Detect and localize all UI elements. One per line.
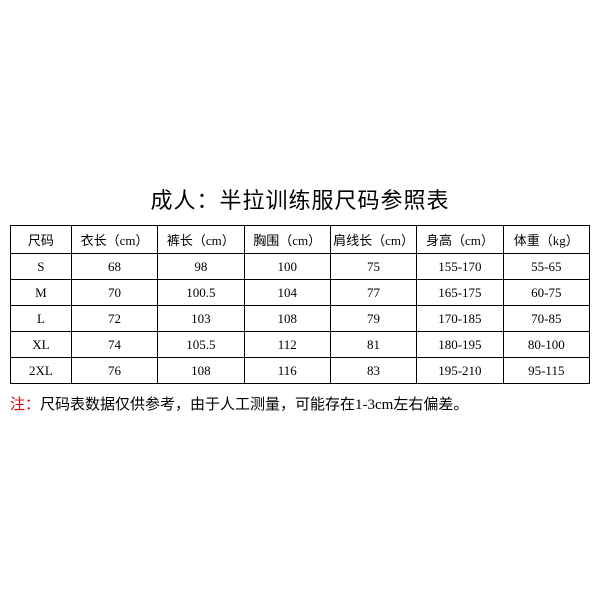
table-row: L 72 103 108 79 170-185 70-85 [11,306,590,332]
cell: L [11,306,72,332]
header-cell: 裤长（cm） [158,226,244,254]
cell: 79 [330,306,416,332]
cell: 68 [71,254,157,280]
size-chart-container: 成人：半拉训练服尺码参照表 尺码 衣长（cm） 裤长（cm） 胸围（cm） 肩线… [10,183,590,417]
table-row: M 70 100.5 104 77 165-175 60-75 [11,280,590,306]
cell: 83 [330,358,416,384]
cell: S [11,254,72,280]
cell: 74 [71,332,157,358]
header-cell: 身高（cm） [417,226,503,254]
cell: 180-195 [417,332,503,358]
cell: M [11,280,72,306]
cell: 80-100 [503,332,589,358]
cell: 103 [158,306,244,332]
cell: 70 [71,280,157,306]
cell: 170-185 [417,306,503,332]
header-row: 尺码 衣长（cm） 裤长（cm） 胸围（cm） 肩线长（cm） 身高（cm） 体… [11,226,590,254]
cell: 81 [330,332,416,358]
cell: 77 [330,280,416,306]
cell: 76 [71,358,157,384]
table-row: 2XL 76 108 116 83 195-210 95-115 [11,358,590,384]
header-cell: 尺码 [11,226,72,254]
footnote-label: 注： [10,397,40,413]
cell: 108 [244,306,330,332]
cell: 116 [244,358,330,384]
cell: 165-175 [417,280,503,306]
size-table: 尺码 衣长（cm） 裤长（cm） 胸围（cm） 肩线长（cm） 身高（cm） 体… [10,225,590,384]
cell: 112 [244,332,330,358]
cell: 108 [158,358,244,384]
cell: 100 [244,254,330,280]
cell: 70-85 [503,306,589,332]
cell: 95-115 [503,358,589,384]
cell: 60-75 [503,280,589,306]
footnote: 注：尺码表数据仅供参考，由于人工测量，可能存在1-3cm左右偏差。 [10,394,590,417]
cell: 155-170 [417,254,503,280]
cell: XL [11,332,72,358]
header-cell: 肩线长（cm） [330,226,416,254]
header-cell: 衣长（cm） [71,226,157,254]
cell: 195-210 [417,358,503,384]
cell: 100.5 [158,280,244,306]
table-header: 尺码 衣长（cm） 裤长（cm） 胸围（cm） 肩线长（cm） 身高（cm） 体… [11,226,590,254]
table-row: S 68 98 100 75 155-170 55-65 [11,254,590,280]
cell: 104 [244,280,330,306]
footnote-text: 尺码表数据仅供参考，由于人工测量，可能存在1-3cm左右偏差。 [40,397,468,413]
cell: 2XL [11,358,72,384]
table-row: XL 74 105.5 112 81 180-195 80-100 [11,332,590,358]
cell: 75 [330,254,416,280]
cell: 55-65 [503,254,589,280]
chart-title: 成人：半拉训练服尺码参照表 [10,183,590,215]
header-cell: 体重（kg） [503,226,589,254]
cell: 72 [71,306,157,332]
cell: 105.5 [158,332,244,358]
table-body: S 68 98 100 75 155-170 55-65 M 70 100.5 … [11,254,590,384]
header-cell: 胸围（cm） [244,226,330,254]
cell: 98 [158,254,244,280]
